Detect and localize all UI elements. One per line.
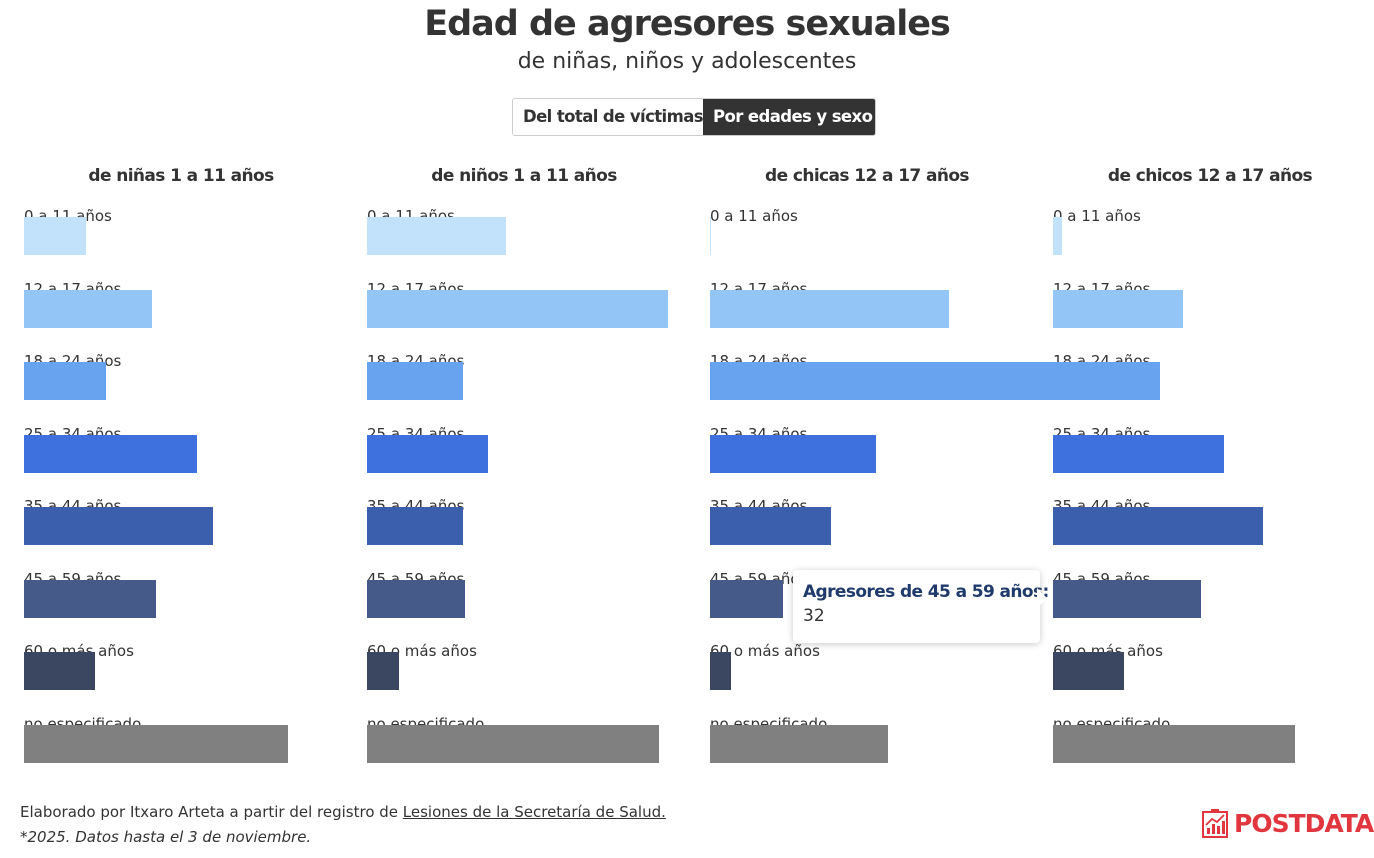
- bar-row: 25 a 34 años: [1053, 425, 1374, 489]
- bar-row: 45 a 59 años: [367, 570, 697, 634]
- bar[interactable]: [710, 579, 783, 618]
- bar[interactable]: [1053, 507, 1263, 545]
- bar[interactable]: [1053, 434, 1224, 473]
- bar-row: 35 a 44 años: [367, 497, 697, 561]
- bar[interactable]: [24, 217, 86, 255]
- source-link[interactable]: Lesiones de la Secretaría de Salud.: [402, 803, 666, 821]
- bar-row: no especificado: [24, 715, 354, 779]
- bar-row: 25 a 34 años: [710, 425, 1040, 489]
- bar[interactable]: [710, 289, 950, 328]
- panel-title: de niños 1 a 11 años: [431, 166, 617, 186]
- bar[interactable]: [24, 362, 107, 400]
- bar-row: no especificado: [710, 715, 1040, 779]
- bar[interactable]: [1053, 652, 1124, 690]
- bar[interactable]: [1053, 724, 1295, 763]
- data-footnote: *2025. Datos hasta el 3 de noviembre.: [20, 828, 312, 846]
- category-label: 0 a 11 años: [1053, 207, 1141, 225]
- bar[interactable]: [367, 507, 463, 545]
- bar-row: no especificado: [367, 715, 697, 779]
- bar-row: 60 o más años: [367, 642, 697, 706]
- bar[interactable]: [24, 724, 289, 763]
- tooltip-title: Agresores de 45 a 59 años:: [803, 582, 1049, 602]
- bar[interactable]: [24, 434, 198, 473]
- bar-row: 35 a 44 años: [1053, 497, 1374, 561]
- tooltip-arrow: [1037, 588, 1047, 608]
- bar-row: 0 a 11 años: [367, 207, 697, 271]
- bar[interactable]: [367, 289, 668, 328]
- bar[interactable]: [710, 652, 731, 690]
- category-label: 0 a 11 años: [710, 207, 798, 225]
- toggle-total-victims-button[interactable]: Del total de víctimas: [513, 99, 704, 135]
- bar[interactable]: [24, 579, 157, 618]
- bar[interactable]: [1053, 289, 1183, 328]
- bar-row: 0 a 11 años: [24, 207, 354, 271]
- bar-row: 45 a 59 años: [710, 570, 1040, 634]
- bar[interactable]: [710, 507, 831, 545]
- chart-subtitle: de niñas, niños y adolescentes: [517, 49, 857, 74]
- source-credit: Elaborado por Itxaro Arteta a partir del…: [20, 803, 666, 821]
- bar-row: 0 a 11 años: [710, 207, 1040, 271]
- bar-row: 12 a 17 años: [367, 280, 697, 344]
- bar[interactable]: [710, 217, 711, 255]
- bar-row: 12 a 17 años: [710, 280, 1040, 344]
- bar-tooltip: Agresores de 45 a 59 años: 32: [793, 570, 1049, 643]
- bar-row: 25 a 34 años: [24, 425, 354, 489]
- bar[interactable]: [24, 652, 95, 690]
- bar-row: 12 a 17 años: [24, 280, 354, 344]
- bar-row: 0 a 11 años: [1053, 207, 1374, 271]
- bar[interactable]: [367, 217, 507, 255]
- bar-row: 18 a 24 años: [1053, 352, 1374, 416]
- bar-row: 60 o más años: [710, 642, 1040, 706]
- chart-logo-icon: [1202, 809, 1228, 838]
- view-toggle: Del total de víctimas Por edades y sexo: [512, 98, 876, 136]
- bar[interactable]: [367, 579, 466, 618]
- bar-row: 18 a 24 años: [367, 352, 697, 416]
- bar-row: 35 a 44 años: [24, 497, 354, 561]
- bar[interactable]: [1053, 362, 1161, 400]
- bar-row: 35 a 44 años: [710, 497, 1040, 561]
- panel-title: de niñas 1 a 11 años: [88, 166, 274, 186]
- bar-row: 45 a 59 años: [24, 570, 354, 634]
- bar[interactable]: [367, 434, 488, 473]
- bar[interactable]: [24, 289, 152, 328]
- bar-row: 12 a 17 años: [1053, 280, 1374, 344]
- bar-row: 45 a 59 años: [1053, 570, 1374, 634]
- panel-title: de chicas 12 a 17 años: [765, 166, 970, 186]
- bar[interactable]: [367, 724, 659, 763]
- bar-row: 60 o más años: [24, 642, 354, 706]
- toggle-by-age-sex-button[interactable]: Por edades y sexo: [703, 99, 875, 135]
- category-label: 60 o más años: [710, 642, 820, 660]
- bar[interactable]: [710, 724, 888, 763]
- bar[interactable]: [367, 652, 399, 690]
- bar-row: 18 a 24 años: [710, 352, 1137, 416]
- logo-text: POSTDATA: [1234, 808, 1374, 838]
- bar[interactable]: [24, 507, 214, 545]
- bar[interactable]: [710, 434, 877, 473]
- bar-row: 60 o más años: [1053, 642, 1374, 706]
- chart-title: Edad de agresores sexuales: [424, 4, 951, 44]
- bar-row: 25 a 34 años: [367, 425, 697, 489]
- bar[interactable]: [367, 362, 463, 400]
- bar-row: 18 a 24 años: [24, 352, 354, 416]
- bar[interactable]: [1053, 579, 1202, 618]
- postdata-logo[interactable]: POSTDATA: [1202, 806, 1374, 840]
- tooltip-value: 32: [803, 606, 825, 626]
- source-credit-text: Elaborado por Itxaro Arteta a partir del…: [20, 803, 403, 821]
- panel-title: de chicos 12 a 17 años: [1107, 166, 1313, 186]
- bar[interactable]: [1053, 217, 1063, 255]
- bar-row: no especificado: [1053, 715, 1374, 779]
